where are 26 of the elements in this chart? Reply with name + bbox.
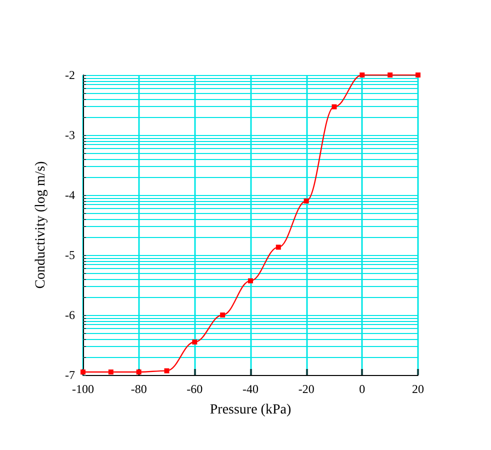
- x-axis-title: Pressure (kPa): [210, 402, 292, 418]
- y-tick-label: -7: [65, 368, 75, 382]
- x-tick-label: -60: [186, 382, 203, 396]
- point: [416, 72, 420, 78]
- point: [360, 72, 365, 78]
- point: [388, 72, 393, 78]
- y-tick-label: -3: [65, 128, 75, 142]
- point: [248, 278, 253, 284]
- y-tick-label: -2: [65, 68, 75, 82]
- y-tick-label: -6: [65, 308, 75, 322]
- x-tick-label: -20: [298, 382, 314, 396]
- point: [304, 198, 309, 204]
- point: [276, 244, 281, 250]
- x-tick-label: 20: [412, 382, 424, 396]
- x-tick-label: -100: [72, 382, 94, 396]
- point: [192, 340, 198, 344]
- x-tick-label: 0: [359, 382, 366, 396]
- point: [164, 368, 170, 374]
- y-axis-title: Conductivity (log m/s): [34, 160, 48, 289]
- x-tick-label: -80: [130, 382, 147, 396]
- point: [108, 370, 114, 374]
- y-tick-label: -5: [65, 248, 75, 262]
- y-tick-label: -4: [65, 188, 75, 202]
- point: [332, 104, 337, 110]
- point: [220, 312, 226, 318]
- x-tick-label: -40: [242, 382, 258, 396]
